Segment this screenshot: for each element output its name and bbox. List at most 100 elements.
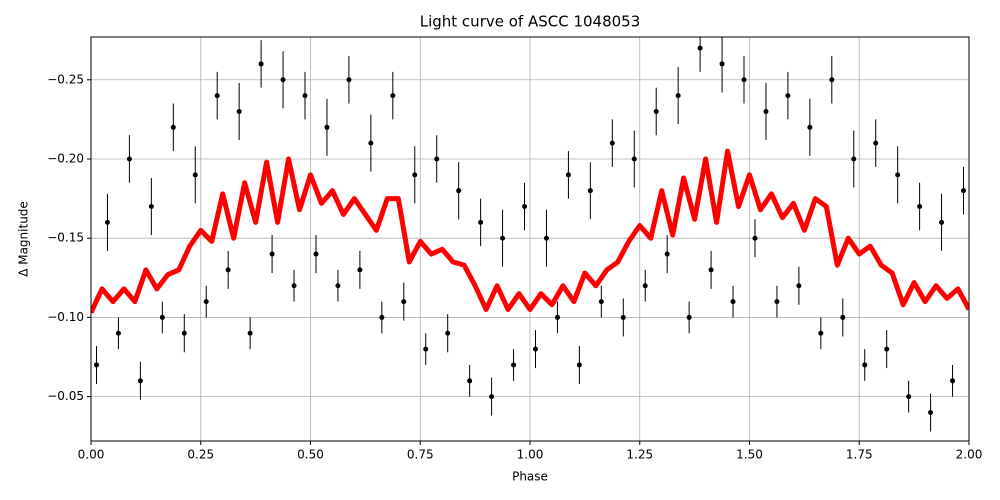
data-point [950, 378, 956, 384]
data-point [565, 172, 571, 178]
data-point [280, 77, 286, 83]
data-point [170, 124, 176, 130]
data-point [456, 188, 462, 194]
data-point [115, 330, 121, 336]
data-point [741, 77, 747, 83]
data-point [423, 346, 429, 352]
grid [90, 37, 970, 441]
data-point [291, 283, 297, 289]
data-point [708, 267, 714, 273]
data-point [785, 93, 791, 99]
y-tick-label: −0.05 [47, 389, 84, 403]
x-axis-label: Phase [512, 470, 548, 484]
data-point [609, 140, 615, 146]
x-tick-label: 0.75 [407, 448, 434, 462]
data-point [192, 172, 198, 178]
x-tick-label: 1.25 [626, 448, 653, 462]
data-point [620, 314, 626, 320]
data-point [675, 93, 681, 99]
data-point [335, 283, 341, 289]
data-point [313, 251, 319, 257]
data-point [522, 204, 528, 210]
data-point [159, 314, 165, 320]
data-point [851, 156, 857, 162]
data-point [247, 330, 253, 336]
data-point [258, 61, 264, 67]
data-point [401, 299, 407, 305]
data-point [434, 156, 440, 162]
data-point [730, 299, 736, 305]
fit-line [91, 148, 969, 314]
data-point [961, 188, 967, 194]
data-point [598, 299, 604, 305]
data-point [807, 124, 813, 130]
data-point [653, 108, 659, 114]
data-point [895, 172, 901, 178]
data-point [587, 188, 593, 194]
data-point [774, 299, 780, 305]
data-point [642, 283, 648, 289]
data-point [302, 93, 308, 99]
x-tick-label: 1.75 [846, 448, 873, 462]
data-point [203, 299, 209, 305]
data-point [379, 314, 385, 320]
data-point [532, 346, 538, 352]
y-tick-label: −0.20 [47, 151, 84, 165]
data-point [543, 235, 549, 241]
data-point [631, 156, 637, 162]
data-point [93, 362, 99, 368]
data-point [126, 156, 132, 162]
y-axis-label: Δ Magnitude [17, 201, 31, 277]
data-point [489, 394, 495, 400]
data-point [719, 61, 725, 67]
data-point [445, 330, 451, 336]
data-point [763, 108, 769, 114]
data-point [478, 219, 484, 225]
data-point [917, 204, 923, 210]
data-point [511, 362, 517, 368]
data-point [390, 93, 396, 99]
data-point [368, 140, 374, 146]
data-point [181, 330, 187, 336]
data-point [554, 314, 560, 320]
plot-data [91, 37, 969, 432]
data-point [467, 378, 473, 384]
x-tick-label: 1.00 [517, 448, 544, 462]
data-point [796, 283, 802, 289]
y-tick-label: −0.25 [47, 72, 84, 86]
data-point [148, 204, 154, 210]
x-tick-label: 0.00 [78, 448, 105, 462]
data-point [752, 235, 758, 241]
axes: 0.00 0.25 0.50 0.75 1.00 1.25 1.50 1.75 2.00 −0.2… [47, 72, 982, 461]
data-point [346, 77, 352, 83]
y-tick-label: −0.10 [47, 310, 84, 324]
data-point [840, 314, 846, 320]
data-point [873, 140, 879, 146]
chart-title: Light curve of ASCC 1048053 [420, 13, 641, 31]
data-point [862, 362, 868, 368]
data-point [137, 378, 143, 384]
data-point [697, 45, 703, 51]
data-point [236, 108, 242, 114]
data-point [412, 172, 418, 178]
x-tick-label: 0.25 [187, 448, 214, 462]
data-point [818, 330, 824, 336]
data-point [928, 409, 934, 415]
data-point [576, 362, 582, 368]
data-point [939, 219, 945, 225]
data-point [664, 251, 670, 257]
data-point [104, 219, 110, 225]
x-tick-label: 0.50 [297, 448, 324, 462]
data-point [829, 77, 835, 83]
data-point [686, 314, 692, 320]
data-point [324, 124, 330, 130]
data-point [500, 235, 506, 241]
x-tick-label: 1.50 [736, 448, 763, 462]
x-tick-label: 2.00 [956, 448, 983, 462]
data-point [225, 267, 231, 273]
data-point [269, 251, 275, 257]
data-point [214, 93, 220, 99]
data-point [906, 394, 912, 400]
